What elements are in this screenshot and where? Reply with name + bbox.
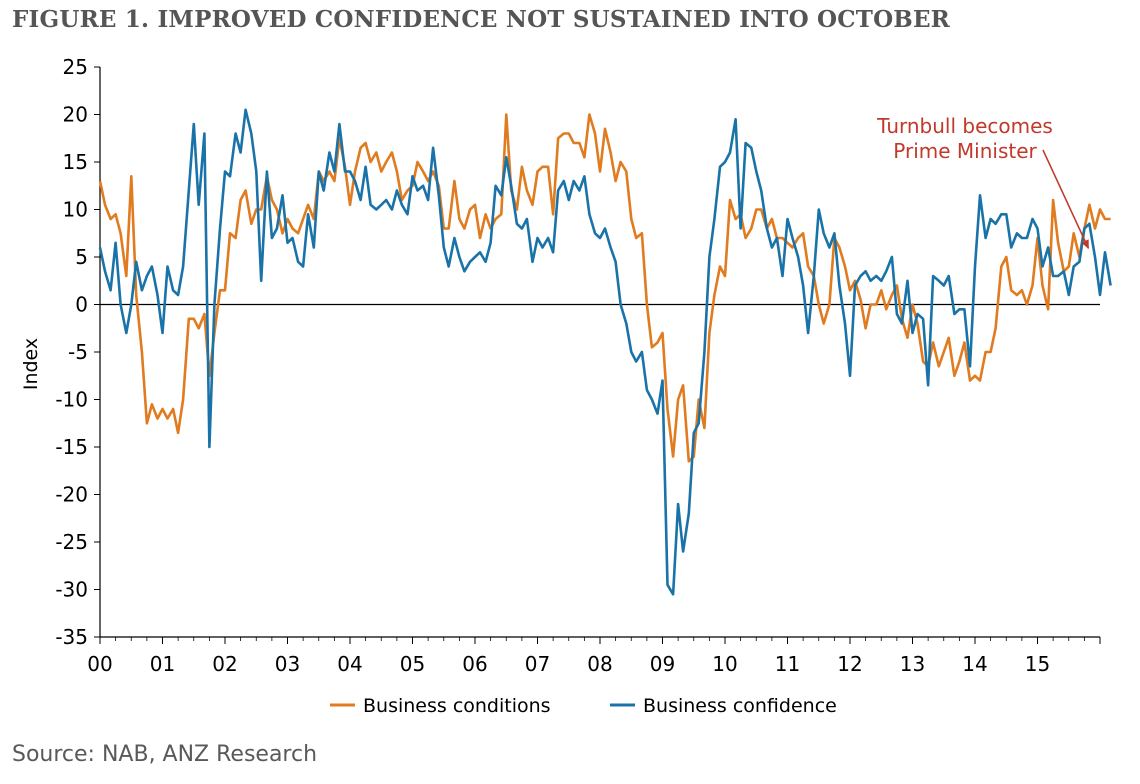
x-tick-label: 09 [650,652,675,676]
y-tick-label: 5 [75,245,88,269]
x-tick-label: 05 [400,652,425,676]
x-tick-label: 02 [212,652,237,676]
y-tick-label: -5 [68,340,88,364]
x-tick-label: 00 [87,652,112,676]
source-note: Source: NAB, ANZ Research [12,742,318,767]
series-line-business-conditions [98,113,1111,463]
y-tick-label: 10 [63,198,88,222]
x-tick-label: 11 [775,652,800,676]
y-axis-label: Index [20,338,42,390]
x-tick-label: 13 [900,652,925,676]
annotation: Turnbull becomes Prime Minister [876,114,1090,250]
legend: Business conditions Business confidence [330,695,837,717]
x-tick-label: 12 [837,652,862,676]
x-tick-label: 01 [150,652,175,676]
line-chart: 25 20 15 10 5 0 -5 -10 -15 -20 -25 -30 -35 00 01 02 03 04… [20,55,1112,717]
y-tick-label: -20 [55,483,88,507]
y-tick-label: -25 [55,530,88,554]
annotation-line-2: Prime Minister [893,139,1037,163]
chart-title: FIGURE 1. IMPROVED CONFIDENCE NOT SUSTAI… [12,6,950,33]
x-tick-label: 15 [1025,652,1050,676]
y-tick-label: -15 [55,435,88,459]
x-tick-label: 07 [525,652,550,676]
y-tick-label: 20 [63,103,88,127]
legend-label: Business conditions [363,695,551,717]
y-tick-label: -10 [55,388,88,412]
y-tick-label: 25 [63,55,88,79]
x-tick-label: 03 [275,652,300,676]
x-tick-label: 08 [587,652,612,676]
x-tick-label: 10 [712,652,737,676]
series-line-business-confidence [98,108,1112,596]
x-tick-label: 06 [462,652,487,676]
annotation-arrow [1042,149,1090,250]
y-tick-label: 0 [75,293,88,317]
series-group [98,108,1112,596]
y-tick-label: -35 [55,625,88,649]
x-tick-label: 14 [962,652,987,676]
x-tick-label: 04 [337,652,362,676]
y-tick-label: 15 [63,150,88,174]
axes: 25 20 15 10 5 0 -5 -10 -15 -20 -25 -30 -35 00 01 02 03 04… [20,55,1101,676]
annotation-line-1: Turnbull becomes [876,114,1053,138]
y-tick-label: -30 [55,578,88,602]
legend-label: Business confidence [643,695,837,717]
